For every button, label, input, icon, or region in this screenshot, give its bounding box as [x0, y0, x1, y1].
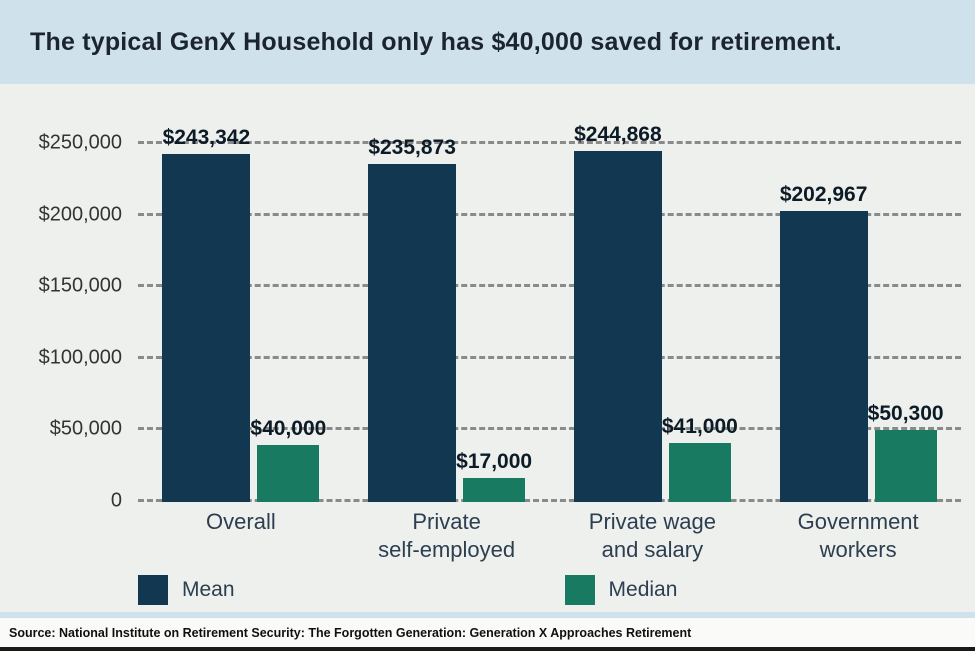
gridline: $50,000 [50, 418, 961, 440]
median-bar: $40,000 [250, 417, 326, 502]
category-label: Private self-employed [378, 509, 516, 562]
mean-bar: $244,868 [573, 123, 662, 502]
legend-label: Mean [182, 578, 235, 601]
mean-value-label: $202,967 [779, 183, 868, 207]
mean-bar: $235,873 [368, 136, 457, 502]
legend: Mean Median [0, 575, 975, 605]
category-label: Private wage and salary [588, 509, 716, 562]
category-label: Government workers [797, 509, 919, 562]
median-bar: $50,300 [868, 402, 944, 502]
bar-group: $243,342 $40,000 [138, 98, 344, 502]
gridline: $200,000 [39, 203, 961, 225]
gridline: $150,000 [39, 275, 961, 297]
y-tick-label: $250,000 [38, 131, 122, 154]
y-tick-label: $100,000 [38, 346, 122, 369]
mean-swatch [138, 575, 168, 605]
chart-title: The typical GenX Household only has $40,… [30, 27, 842, 56]
legend-label: Median [608, 578, 678, 601]
median-value-label: $17,000 [456, 449, 533, 473]
mean-bar: $243,342 [162, 126, 251, 502]
y-tick-label: 0 [110, 489, 122, 512]
gridline: $100,000 [39, 346, 961, 368]
legend-item-mean: Mean [138, 575, 235, 605]
median-swatch [564, 575, 595, 605]
median-value-label: $50,300 [867, 401, 944, 425]
chart-panel: 0 $50,000 $100,000 $150,000 $200,000 $250,000… [0, 84, 975, 612]
legend-item-median: Median [564, 575, 678, 605]
gridline: 0 [111, 489, 961, 511]
y-tick-label: $150,000 [38, 274, 122, 297]
gridline: $250,000 [39, 131, 961, 153]
mean-value-label: $244,868 [574, 123, 662, 147]
bar-group: $202,967 $50,300 [755, 98, 961, 502]
bar-group: $235,873 $17,000 [344, 98, 550, 502]
median-bar: $17,000 [456, 450, 532, 502]
title-bar: The typical GenX Household only has $40,… [0, 0, 975, 84]
mean-value-label: $243,342 [162, 125, 251, 149]
category-label: Overall [206, 509, 276, 534]
y-tick-label: $200,000 [38, 202, 122, 225]
source-text: Source: National Institute on Retirement… [9, 625, 692, 640]
bar-group: $244,868 $41,000 [550, 98, 756, 502]
median-bar: $41,000 [662, 415, 738, 502]
x-axis-labels: Overall Private self-employed Private wage… [138, 508, 961, 563]
mean-value-label: $235,873 [368, 136, 456, 160]
y-tick-label: $50,000 [49, 417, 122, 440]
plot-area: 0 $50,000 $100,000 $150,000 $200,000 $250,000… [39, 98, 961, 511]
median-value-label: $41,000 [661, 415, 738, 439]
mean-bar: $202,967 [779, 183, 868, 502]
bar-groups: $243,342 $40,000 $235,873 $17,000 $244,868 $4… [138, 98, 961, 502]
source-bar: Source: National Institute on Retirement… [0, 618, 975, 651]
median-value-label: $40,000 [250, 416, 327, 440]
